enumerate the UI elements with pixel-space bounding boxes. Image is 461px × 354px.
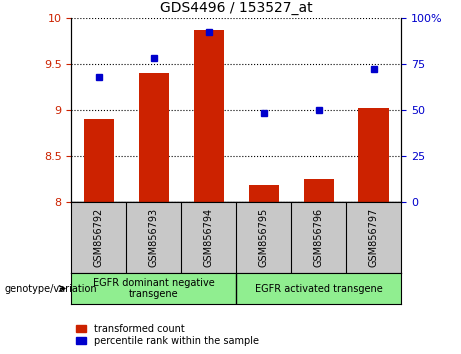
Bar	[194, 30, 224, 202]
Bar	[84, 119, 114, 202]
Text: EGFR dominant negative
transgene: EGFR dominant negative transgene	[93, 278, 215, 299]
Text: GSM856794: GSM856794	[204, 207, 214, 267]
Text: EGFR activated transgene: EGFR activated transgene	[255, 284, 383, 293]
Text: GSM856793: GSM856793	[149, 207, 159, 267]
Bar	[139, 73, 169, 202]
Legend: transformed count, percentile rank within the sample: transformed count, percentile rank withi…	[77, 324, 259, 346]
Text: GSM856795: GSM856795	[259, 207, 269, 267]
Title: GDS4496 / 153527_at: GDS4496 / 153527_at	[160, 1, 313, 15]
Bar	[359, 108, 389, 202]
Text: GSM856792: GSM856792	[94, 207, 104, 267]
Text: GSM856797: GSM856797	[369, 207, 378, 267]
Text: genotype/variation: genotype/variation	[5, 284, 97, 293]
Bar	[303, 179, 334, 202]
Bar	[248, 185, 279, 202]
Text: GSM856796: GSM856796	[313, 207, 324, 267]
